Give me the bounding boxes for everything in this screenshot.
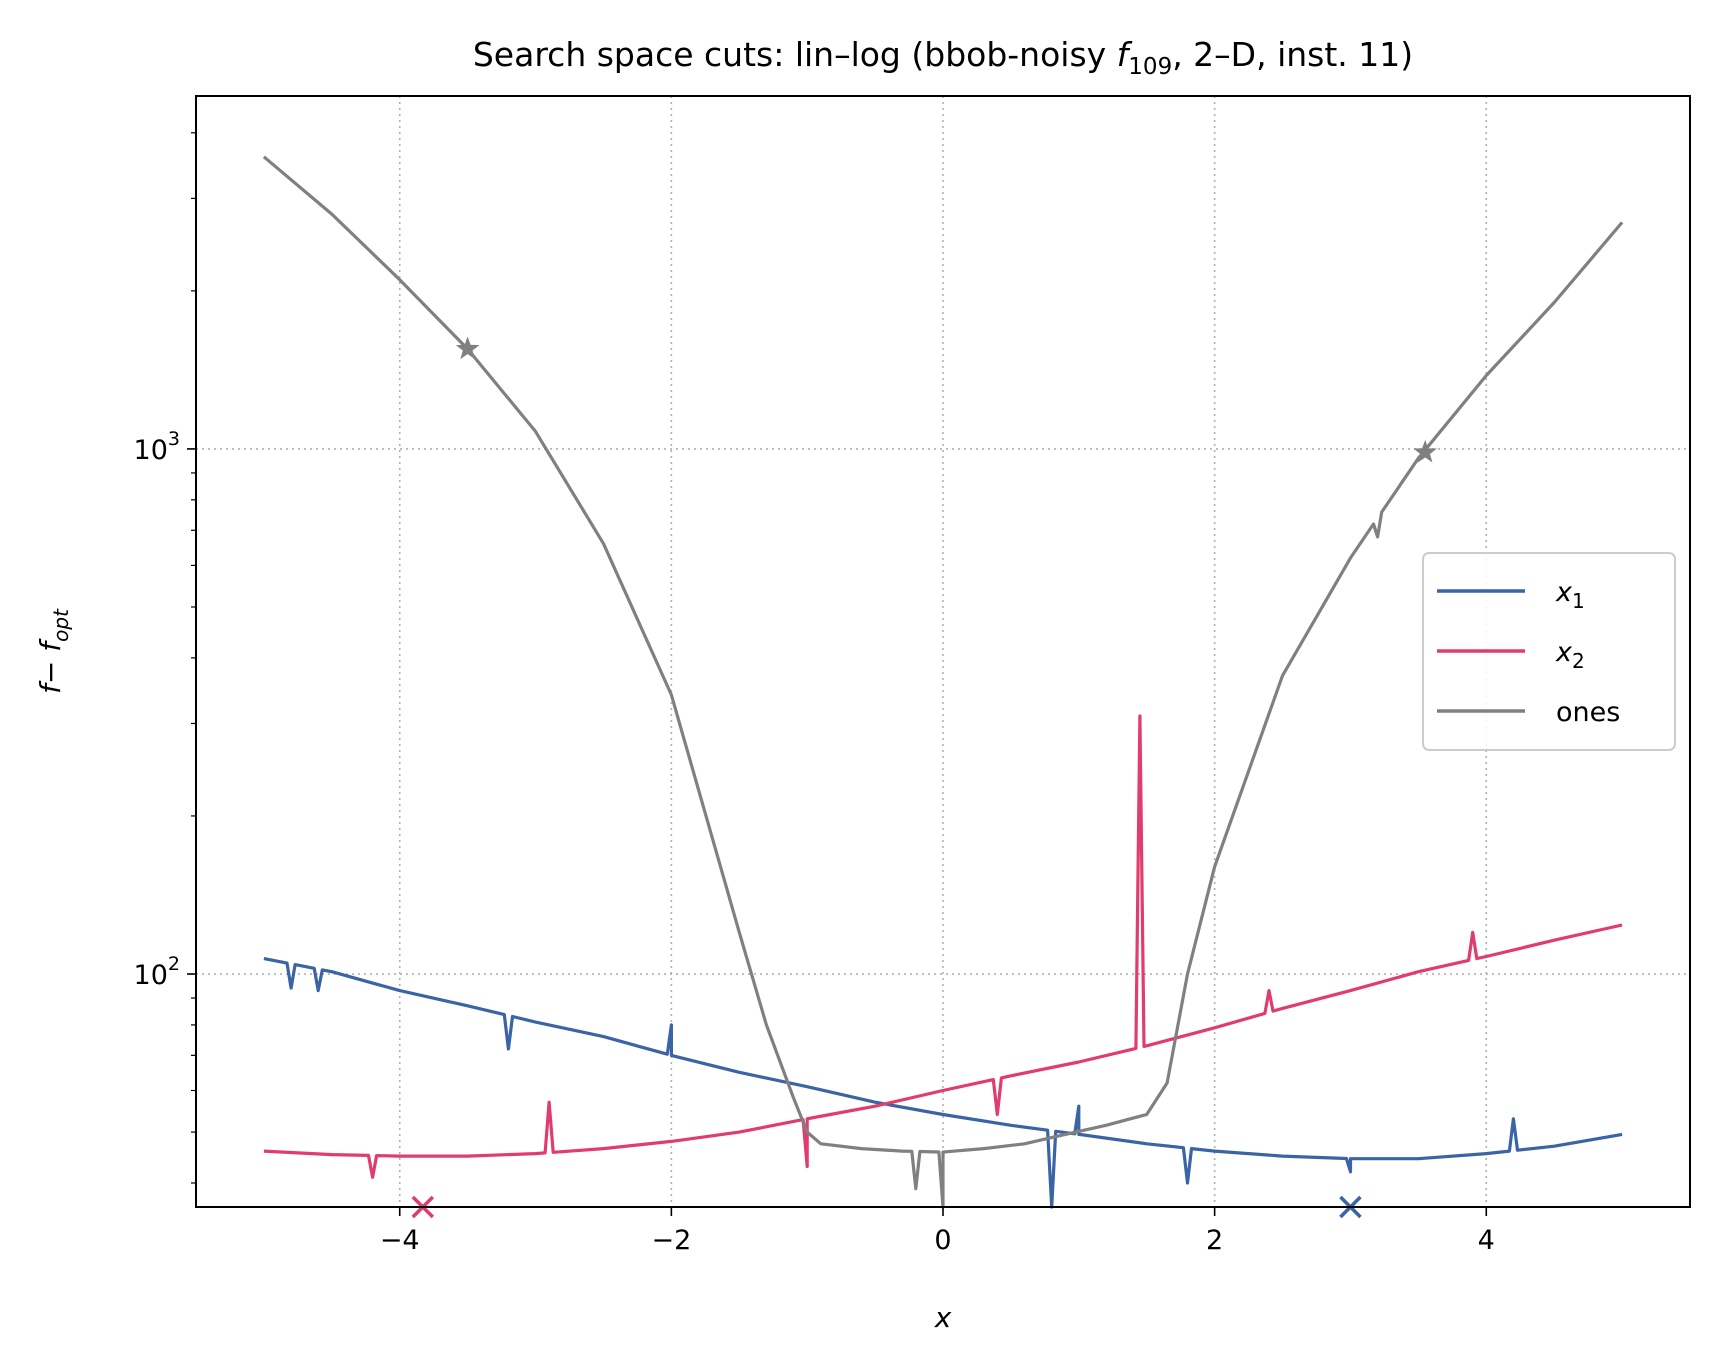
x-tick-label: 0 (934, 1225, 951, 1256)
y-axis-label-sub: opt (49, 608, 73, 642)
title-func-sub: 109 (1128, 54, 1172, 80)
x-tick-label: −2 (651, 1225, 691, 1256)
legend: x1 x2 ones (1422, 552, 1676, 751)
y-tick-label: 102 (134, 953, 180, 991)
chart-title: Search space cuts: lin–log (bbob-noisy f… (473, 35, 1413, 80)
y-axis-label-main: f− f (34, 638, 67, 694)
x-tick-label: 2 (1206, 1225, 1223, 1256)
x-tick-label: −4 (380, 1225, 420, 1256)
legend-label-ones: ones (1556, 697, 1620, 728)
series-line-x2 (263, 714, 1623, 1179)
x-axis-label: x (934, 1301, 952, 1334)
legend-label-x2: x2 (1555, 637, 1585, 673)
y-tick-label: 103 (134, 428, 180, 466)
series-line-x1 (263, 957, 1623, 1209)
plot-series (262, 155, 1624, 1209)
marker-star-ones (1413, 439, 1437, 463)
title-suffix: , 2–D, inst. 11) (1172, 35, 1413, 74)
series-line-ones (262, 155, 1624, 1209)
legend-label-x1: x1 (1555, 577, 1585, 613)
marker-star-ones (455, 336, 480, 360)
grid-lines (196, 96, 1690, 1207)
title-prefix: Search space cuts: lin–log (bbob-noisy (473, 35, 1117, 74)
x-tick-label: 4 (1478, 1225, 1495, 1256)
legend-box (1422, 552, 1676, 751)
axis-ticks: −4 −2 0 2 4 102 103 (134, 132, 1495, 1256)
y-axis-label: f− fopt (34, 608, 73, 694)
